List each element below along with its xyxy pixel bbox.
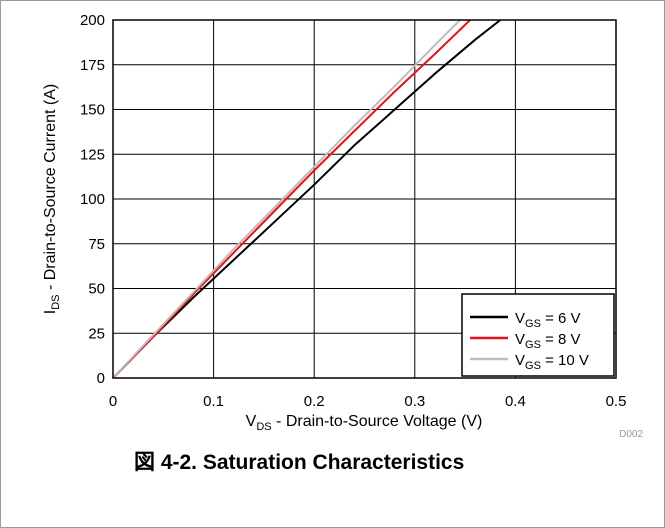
y-tick-label: 100 [80, 191, 105, 208]
x-tick-label: 0.5 [606, 393, 627, 410]
legend-label-3: VGS = 10 V [515, 352, 589, 372]
x-tick-label: 0.3 [404, 393, 425, 410]
x-tick-label: 0 [109, 393, 117, 410]
x-tick-label: 0.1 [203, 393, 224, 410]
y-axis-label: IDS - Drain-to-Source Current (A) [42, 84, 62, 314]
y-tick-label: 125 [80, 146, 105, 163]
y-tick-label: 50 [88, 281, 105, 298]
series-lines [112, 19, 501, 379]
figure-caption: 図 4-2. Saturation Characteristics [134, 451, 464, 474]
y-tick-label: 150 [80, 102, 105, 119]
y-tick-label: 200 [80, 12, 105, 29]
y-tick-labels: 0 25 50 75 100 125 150 175 200 [80, 12, 105, 387]
y-tick-label: 0 [97, 370, 105, 387]
x-tick-label: 0.2 [304, 393, 325, 410]
legend-label-2: VGS = 8 V [515, 331, 581, 351]
y-tick-label: 25 [88, 325, 105, 342]
y-tick-label: 75 [88, 236, 105, 253]
x-axis-label: VDS - Drain-to-Source Voltage (V) [246, 413, 483, 433]
legend-box [461, 293, 615, 377]
series-line-1 [112, 19, 501, 379]
plot-area-border [112, 19, 617, 379]
series-line-3 [112, 19, 461, 379]
x-tick-labels: 0 0.1 0.2 0.3 0.4 0.5 [109, 393, 627, 410]
y-tick-label: 175 [80, 57, 105, 74]
series-line-2 [112, 19, 471, 379]
figure-code: D002 [619, 429, 643, 440]
legend-label-1: VGS = 6 V [515, 310, 581, 330]
x-tick-label: 0.4 [505, 393, 526, 410]
